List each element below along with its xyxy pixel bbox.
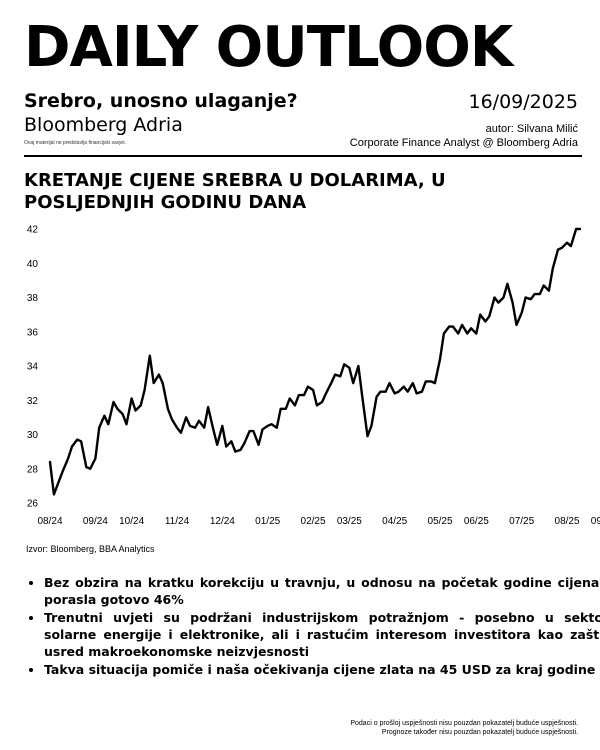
key-points-list: Bez obzira na kratku korekciju u travnju… <box>6 574 600 679</box>
publisher-name: Bloomberg Adria <box>24 114 183 136</box>
y-tick-label: 32 <box>27 396 39 407</box>
x-tick-label: 10/24 <box>119 516 144 527</box>
x-tick-label: 12/24 <box>210 516 235 527</box>
x-tick-label: 07/25 <box>509 516 534 527</box>
x-tick-label: 03/25 <box>337 516 362 527</box>
silver-price-line <box>48 227 582 496</box>
x-tick-label: 02/25 <box>301 516 326 527</box>
x-tick-label: 11/24 <box>165 516 190 527</box>
y-tick-label: 30 <box>27 430 39 441</box>
small-disclaimer: Ovaj materijal ne predstavlja financijsk… <box>24 140 126 146</box>
y-tick-label: 28 <box>27 464 39 475</box>
report-date: 16/09/2025 <box>468 91 578 113</box>
chart-source: Izvor: Bloomberg, BBA Analytics <box>26 544 155 554</box>
key-point: Trenutni uvjeti su podržani industrijsko… <box>44 609 600 660</box>
footer-line: Prognoze također nisu pouzdan pokazatelj… <box>381 729 578 736</box>
x-tick-label: 05/25 <box>428 516 453 527</box>
report-subtitle: Srebro, unosno ulaganje? <box>24 90 298 112</box>
footer-disclaimer: Podaci o prošloj uspješnosti nisu pouzda… <box>350 719 578 737</box>
x-tick-label: 09/24 <box>83 516 108 527</box>
x-tick-label: 01/25 <box>255 516 280 527</box>
key-point: Bez obzira na kratku korekciju u travnju… <box>44 574 600 608</box>
y-tick-label: 34 <box>27 362 39 373</box>
footer-line: Podaci o prošloj uspješnosti nisu pouzda… <box>350 720 578 727</box>
x-tick-label: 08/25 <box>555 516 580 527</box>
author-role: Corporate Finance Analyst @ Bloomberg Ad… <box>349 137 578 149</box>
x-tick-label: 09/25 <box>591 516 600 527</box>
masthead-title: DAILY OUTLOOK <box>24 15 513 80</box>
author-name: autor: Silvana Milić <box>485 123 578 135</box>
y-tick-label: 26 <box>27 499 39 510</box>
x-axis: 08/24 09/24 10/24 11/24 12/24 01/25 02/25 03/25… <box>37 516 600 527</box>
x-tick-label: 06/25 <box>464 516 489 527</box>
key-point: Takva situacija pomiče i naša očekivanja… <box>44 661 600 678</box>
x-tick-label: 08/24 <box>37 516 62 527</box>
x-tick-label: 04/25 <box>382 516 407 527</box>
header-divider <box>24 155 582 157</box>
silver-price-chart: 26 28 30 32 34 36 38 40 42 08/24 09/24 10/24 11/24 1… <box>27 225 600 528</box>
y-axis: 26 28 30 32 34 36 38 40 42 <box>27 225 39 510</box>
y-tick-label: 38 <box>27 293 39 304</box>
y-tick-label: 40 <box>27 259 39 270</box>
chart-title: KRETANJE CIJENE SREBRA U DOLARIMA, U POS… <box>24 170 446 213</box>
y-tick-label: 36 <box>27 327 39 338</box>
y-tick-label: 42 <box>27 225 39 236</box>
